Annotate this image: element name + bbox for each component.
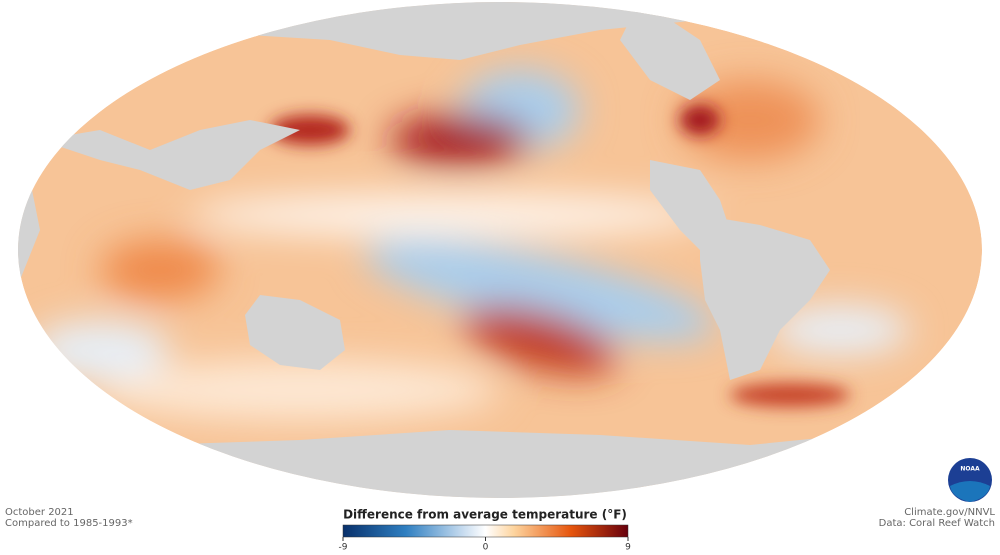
colorbar-scale: [342, 524, 629, 538]
baseline-label: Compared to 1985-1993*: [5, 518, 133, 529]
noaa-logo: NOAA: [948, 458, 992, 502]
colorbar-title: Difference from average temperature (°F): [343, 508, 627, 522]
data-label: Data: Coral Reef Watch: [879, 518, 995, 529]
source-label: Climate.gov/NNVL: [904, 507, 995, 518]
logo-text: NOAA: [960, 466, 980, 473]
colorbar: Difference from average temperature (°F)…: [339, 508, 632, 553]
colorbar-tick-label: 0: [483, 543, 489, 553]
colorbar-tick-label: 9: [625, 543, 631, 553]
colorbar-tick-label: -9: [339, 543, 348, 553]
date-label: October 2021: [5, 507, 74, 518]
